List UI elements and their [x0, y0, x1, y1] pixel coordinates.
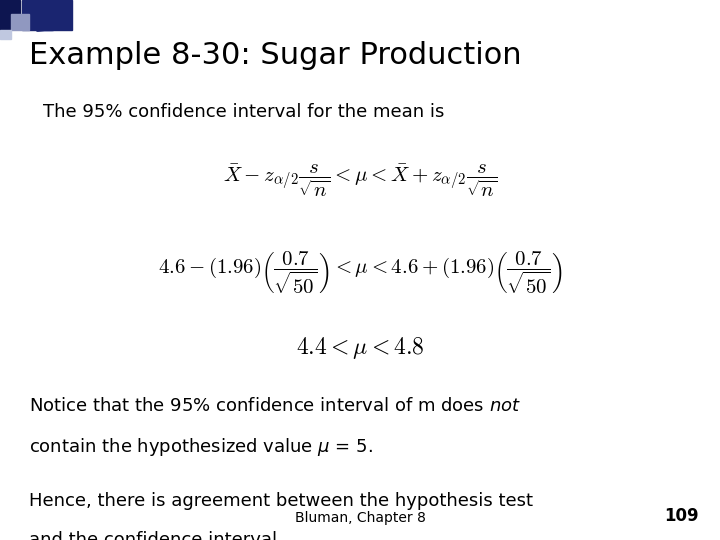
Bar [39, 0, 48, 30]
Text: and the confidence interval.: and the confidence interval. [29, 531, 283, 540]
Bar [40, 0, 49, 30]
Bar [37, 0, 46, 30]
Bar [45, 0, 53, 30]
Bar [40, 0, 48, 30]
Bar [40, 0, 49, 30]
Bar [38, 0, 47, 30]
Bar [37, 0, 46, 30]
Bar [42, 0, 50, 30]
Bar [43, 0, 52, 30]
Text: $\bar{X} - z_{\alpha/2}\dfrac{s}{\sqrt{n}} < \mu < \bar{X} + z_{\alpha/2}\dfrac{: $\bar{X} - z_{\alpha/2}\dfrac{s}{\sqrt{n… [222, 163, 498, 199]
Bar [42, 0, 51, 30]
Bar [38, 0, 47, 30]
Bar [42, 0, 50, 30]
Bar [44, 0, 53, 30]
Bar [43, 0, 51, 30]
Bar [22, 0, 72, 30]
Bar [41, 0, 49, 30]
Text: The 95% confidence interval for the mean is: The 95% confidence interval for the mean… [43, 103, 444, 121]
Bar [0, 0, 20, 15]
Bar [42, 0, 51, 30]
Bar [44, 0, 53, 30]
Bar [42, 0, 50, 30]
Text: contain the hypothesized value $\mu$ = 5.: contain the hypothesized value $\mu$ = 5… [29, 436, 373, 458]
Bar [42, 0, 50, 30]
Bar [39, 0, 48, 30]
Bar [40, 0, 49, 30]
Bar [43, 0, 52, 30]
Text: $4.4 < \mu < 4.8$: $4.4 < \mu < 4.8$ [296, 335, 424, 361]
Bar [37, 0, 45, 30]
Bar [37, 0, 45, 30]
Bar [0, 30, 11, 39]
Text: 109: 109 [664, 507, 698, 525]
Bar [36, 0, 45, 30]
Bar [40, 0, 49, 30]
Bar [41, 0, 50, 30]
Bar [42, 0, 50, 30]
Bar [44, 0, 53, 30]
Bar [42, 0, 51, 30]
Bar [40, 0, 48, 30]
Bar [39, 0, 48, 30]
Bar [38, 0, 47, 30]
Text: $4.6 - (1.96)\left(\dfrac{0.7}{\sqrt{50}}\right) < \mu < 4.6 + (1.96)\left(\dfra: $4.6 - (1.96)\left(\dfrac{0.7}{\sqrt{50}… [158, 249, 562, 296]
Bar [44, 0, 53, 30]
Bar [40, 0, 49, 30]
Bar [44, 0, 52, 30]
Bar [41, 0, 50, 30]
Bar [36, 0, 45, 30]
Bar [40, 0, 48, 30]
Bar [41, 0, 50, 30]
Bar [40, 0, 48, 30]
Bar [39, 0, 48, 30]
Bar [38, 0, 47, 30]
Bar [40, 0, 48, 30]
Bar [43, 0, 52, 30]
Bar [37, 0, 45, 30]
Bar [44, 0, 53, 30]
Bar [40, 0, 48, 30]
Bar [0, 0, 11, 30]
Bar [40, 0, 49, 30]
Text: Hence, there is agreement between the hypothesis test: Hence, there is agreement between the hy… [29, 492, 533, 510]
Bar [42, 0, 50, 30]
Bar [37, 0, 46, 30]
Bar [37, 0, 46, 30]
Bar [42, 0, 51, 30]
Bar [41, 0, 50, 30]
Bar [38, 0, 47, 30]
Bar [37, 0, 45, 30]
Bar [11, 14, 29, 30]
Bar [41, 0, 50, 30]
Bar [38, 0, 47, 30]
Text: Bluman, Chapter 8: Bluman, Chapter 8 [294, 511, 426, 525]
Bar [42, 0, 51, 30]
Bar [41, 0, 50, 30]
Bar [37, 0, 45, 30]
Bar [38, 0, 46, 30]
Bar [37, 0, 46, 30]
Bar [44, 0, 53, 30]
Bar [36, 0, 45, 30]
Bar [39, 0, 48, 30]
Bar [45, 0, 53, 30]
Bar [43, 0, 52, 30]
Bar [39, 0, 48, 30]
Bar [37, 0, 45, 30]
Text: Notice that the 95% confidence interval of m does $\mathit{not}$: Notice that the 95% confidence interval … [29, 397, 521, 415]
Bar [37, 0, 46, 30]
Bar [42, 0, 50, 30]
Text: Example 8-30: Sugar Production: Example 8-30: Sugar Production [29, 41, 521, 70]
Bar [39, 0, 47, 30]
Bar [36, 0, 45, 30]
Bar [43, 0, 52, 30]
Bar [42, 0, 50, 30]
Bar [43, 0, 52, 30]
Bar [40, 0, 48, 30]
Bar [37, 0, 45, 30]
